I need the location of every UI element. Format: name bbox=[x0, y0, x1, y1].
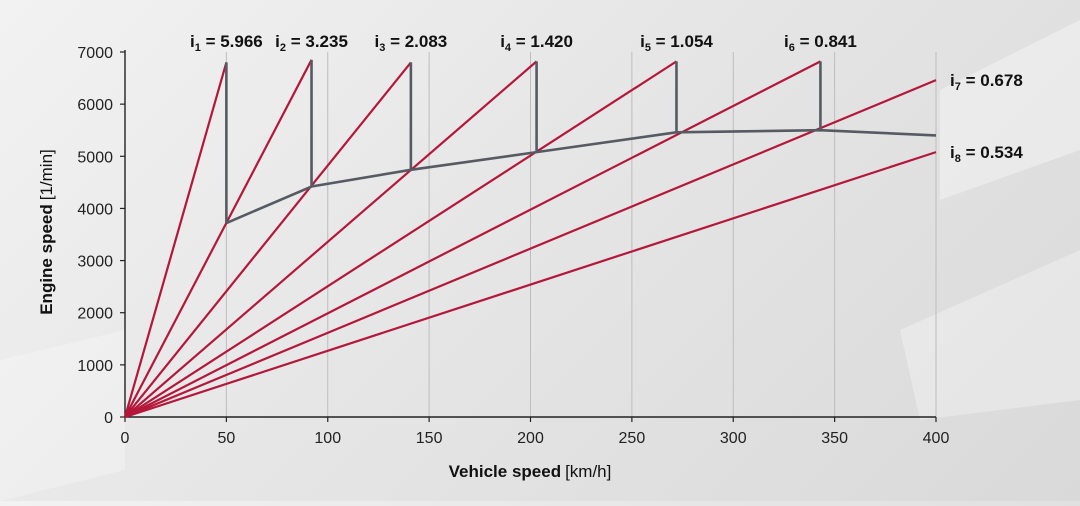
bg-streak bbox=[900, 250, 1080, 420]
x-tick-label: 250 bbox=[619, 430, 646, 447]
shift-envelope bbox=[225, 128, 937, 225]
x-tick-label: 200 bbox=[517, 430, 544, 447]
gear-line-5 bbox=[124, 60, 678, 418]
gear-label-6: i6 = 0.841 bbox=[784, 32, 857, 54]
series bbox=[123, 59, 937, 419]
y-tick-label: 4000 bbox=[77, 201, 113, 218]
x-tick-label: 350 bbox=[821, 430, 848, 447]
x-tick-label: 300 bbox=[720, 430, 747, 447]
bg-streak bbox=[940, 20, 1080, 200]
y-tick-label: 1000 bbox=[77, 358, 113, 375]
gear-label-4: i4 = 1.420 bbox=[500, 32, 573, 54]
gear-label-8: i8 = 0.534 bbox=[950, 143, 1023, 165]
gear-line-3 bbox=[124, 61, 412, 418]
y-axis-unit: [1/min] bbox=[37, 149, 56, 200]
gear-line-1 bbox=[123, 62, 228, 418]
x-axis-label: Vehicle speed [km/h] bbox=[449, 462, 612, 481]
x-tick-label: 150 bbox=[416, 430, 443, 447]
bg-streak bbox=[0, 330, 125, 501]
gear-labels: i1 = 5.966 i2 = 3.235 i3 = 2.083 i4 = 1.420… bbox=[190, 32, 1023, 165]
y-tick-label: 7000 bbox=[77, 45, 113, 62]
x-axis-title: Vehicle speed bbox=[449, 462, 561, 481]
gear-label-1: i1 = 5.966 bbox=[190, 32, 263, 54]
y-axis-label: Engine speed [1/min] bbox=[37, 149, 56, 315]
gear-line-8 bbox=[124, 151, 937, 419]
y-tick-label: 6000 bbox=[77, 97, 113, 114]
gear-line-6 bbox=[124, 60, 821, 418]
x-tick-label: 0 bbox=[121, 430, 130, 447]
y-tick-label: 2000 bbox=[77, 306, 113, 323]
tick-labels: 0 1000 2000 3000 4000 5000 6000 7000 0 50 100 150 20… bbox=[77, 45, 949, 447]
gear-line-4 bbox=[124, 60, 538, 418]
x-tick-label: 50 bbox=[217, 430, 235, 447]
gear-label-7: i7 = 0.678 bbox=[950, 71, 1023, 93]
y-tick-label: 0 bbox=[104, 410, 113, 427]
y-tick-label: 5000 bbox=[77, 149, 113, 166]
gear-line-2 bbox=[124, 59, 313, 418]
x-tick-label: 100 bbox=[314, 430, 341, 447]
gear-label-5: i5 = 1.054 bbox=[640, 32, 713, 54]
axes bbox=[120, 50, 937, 422]
background-decor bbox=[0, 20, 1080, 501]
gear-line-7 bbox=[124, 79, 937, 419]
gear-label-3: i3 = 2.083 bbox=[374, 32, 447, 54]
x-tick-label: 400 bbox=[923, 430, 950, 447]
gear-label-2: i2 = 3.235 bbox=[275, 32, 348, 54]
grid bbox=[225, 52, 937, 417]
x-axis-unit: [km/h] bbox=[565, 462, 611, 481]
y-axis-title: Engine speed bbox=[37, 204, 56, 315]
y-tick-label: 3000 bbox=[77, 254, 113, 271]
